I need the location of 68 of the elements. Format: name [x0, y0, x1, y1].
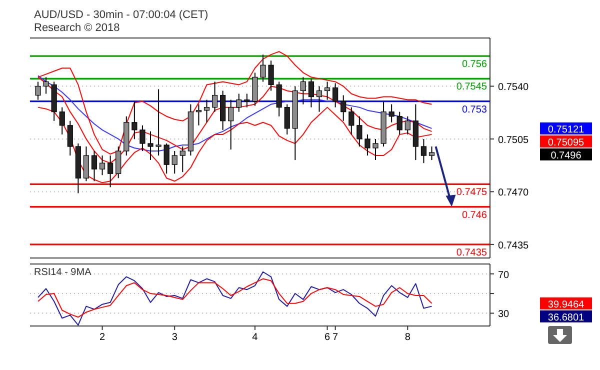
ref-line-label: 0.7475	[456, 187, 488, 198]
candlestick	[67, 120, 73, 156]
text: 0.75121	[548, 124, 585, 136]
text: 0.75095	[548, 137, 585, 148]
x-tick-label: 4	[252, 332, 258, 343]
ref-line-label: 0.756	[462, 59, 488, 70]
candlestick	[324, 81, 330, 100]
y-tick-label: 0.7435	[498, 240, 530, 252]
candlestick	[420, 138, 427, 164]
candlestick	[388, 104, 394, 123]
chart-subtitle: Research © 2018	[34, 22, 120, 34]
candlestick	[116, 146, 122, 179]
candlestick	[308, 78, 314, 108]
ref-line-label: 0.753	[462, 104, 488, 116]
x-tick-label: 7	[332, 332, 339, 343]
line-series	[38, 278, 432, 318]
ref-line-label: 0.746	[462, 210, 488, 221]
candlestick	[83, 146, 90, 182]
candlestick	[300, 76, 306, 105]
text: 36.6801	[548, 312, 585, 324]
y-tick-label: 0.7470	[498, 188, 530, 199]
candlestick	[244, 93, 250, 108]
candlestick	[348, 106, 354, 135]
chart-title: AUD/USD - 30min - 07:00:04 (CET)	[34, 9, 208, 21]
candlestick	[364, 134, 370, 156]
candlestick	[196, 104, 202, 126]
x-tick-label: 2	[100, 332, 106, 343]
candlestick	[236, 93, 242, 112]
candlestick	[356, 116, 362, 147]
candlestick	[204, 99, 210, 123]
candlestick	[428, 146, 435, 161]
candlestick	[43, 76, 49, 94]
candlestick	[99, 155, 106, 176]
y-tick-label: 30	[498, 309, 510, 320]
candlestick	[91, 150, 98, 182]
candlestick	[316, 86, 322, 112]
chart-title: RSI14 - 9MA	[34, 267, 92, 278]
candlestick	[35, 81, 41, 100]
candlestick	[268, 60, 274, 92]
x-tick-label: 6	[324, 332, 331, 343]
ref-line-label: 0.7545	[456, 82, 488, 93]
candlestick	[340, 94, 346, 122]
candlestick	[404, 116, 410, 135]
candlestick	[172, 150, 178, 174]
candlestick	[108, 155, 114, 188]
y-tick-label: 0.7540	[498, 82, 530, 94]
candlestick	[180, 146, 186, 173]
candlestick	[140, 124, 146, 152]
candlestick	[372, 138, 378, 161]
text: 0.7496	[550, 150, 582, 162]
x-tick-label: 8	[404, 332, 411, 343]
ref-line-label: 0.7435	[456, 247, 488, 258]
x-tick-label: 3	[172, 332, 178, 343]
candlestick	[212, 81, 218, 112]
text: 39.9464	[548, 299, 585, 310]
candlestick	[260, 54, 266, 82]
candlestick	[132, 100, 138, 140]
candlestick	[156, 88, 162, 156]
candlestick	[396, 111, 402, 135]
candlestick	[228, 99, 234, 150]
candlestick	[59, 106, 65, 135]
candlestick	[276, 81, 282, 117]
candlestick	[284, 104, 290, 135]
candlestick	[148, 130, 154, 161]
candlestick	[164, 142, 170, 174]
y-tick-label: 70	[498, 270, 510, 281]
y-tick-label: 0.7505	[498, 134, 530, 146]
candlestick	[332, 82, 338, 108]
